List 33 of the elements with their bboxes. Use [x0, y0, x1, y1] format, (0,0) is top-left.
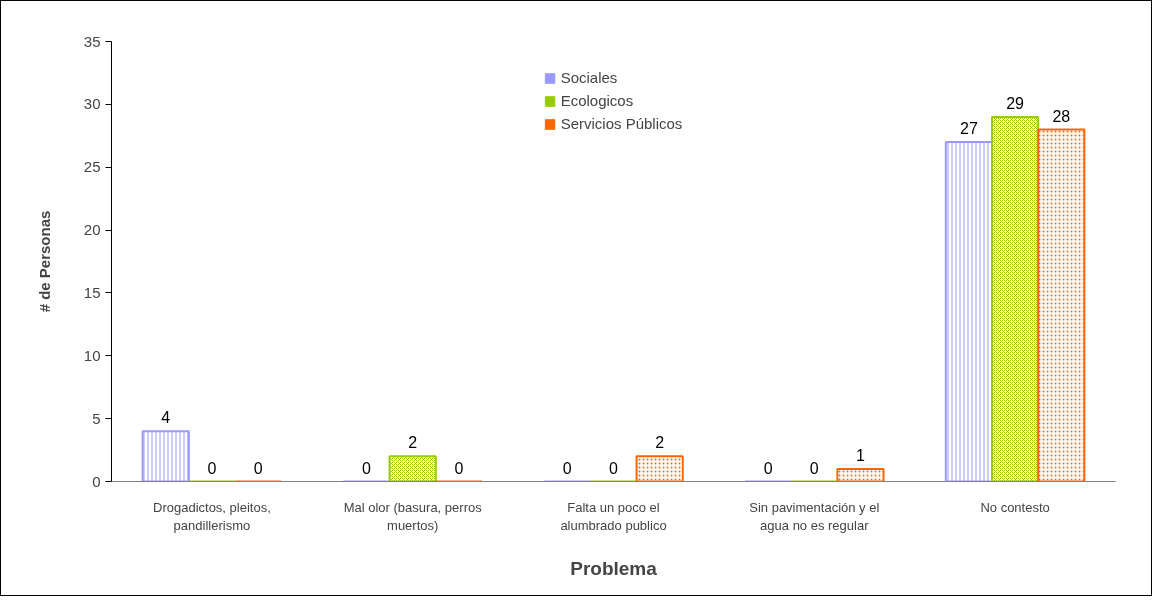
x-tick-label: Falta un poco el alumbrado publico: [560, 499, 667, 533]
y-tick-label: 20: [83, 221, 101, 239]
y-axis-title: # de Personas: [35, 210, 53, 313]
x-tick-label: Sin pavimentación y el agua no es regular: [749, 499, 880, 533]
data-label: 0: [562, 459, 572, 477]
y-tick-label: 15: [83, 283, 101, 301]
data-label: 0: [763, 459, 773, 477]
x-axis-title: Problema: [570, 557, 658, 579]
x-tick-label: Drogadictos, pleitos, pandillerismo: [153, 499, 271, 533]
legend-label: Sociales: [560, 69, 618, 86]
data-label: 0: [609, 459, 619, 477]
y-tick-label: 35: [83, 32, 101, 50]
y-tick-label: 5: [92, 409, 101, 427]
data-label: 0: [454, 459, 464, 477]
data-label: 0: [362, 459, 372, 477]
legend-label: Servicios Públicos: [560, 115, 683, 132]
data-label: 4: [161, 409, 171, 427]
data-label: 0: [207, 459, 217, 477]
data-label: 0: [253, 459, 263, 477]
data-label: 2: [655, 434, 665, 452]
data-label: 0: [809, 459, 819, 477]
data-label: 29: [1006, 94, 1025, 112]
x-tick-label: No contesto: [980, 499, 1050, 515]
y-tick-label: 0: [92, 472, 101, 490]
y-tick-label: 25: [83, 158, 101, 176]
data-label: 28: [1052, 107, 1071, 125]
x-tick-label: Mal olor (basura, perros muertos): [343, 499, 483, 533]
y-tick-label: 30: [83, 95, 101, 113]
data-label: 27: [960, 120, 978, 138]
y-tick-label: 10: [83, 346, 101, 364]
legend-label: Ecologicos: [560, 92, 634, 109]
data-label: 2: [408, 434, 418, 452]
data-label: 1: [856, 446, 866, 464]
